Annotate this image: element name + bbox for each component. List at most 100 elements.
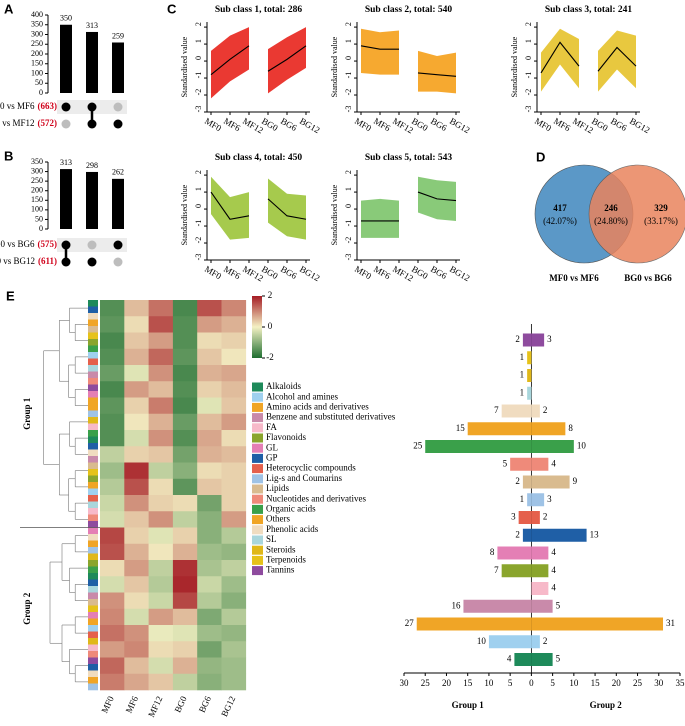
row-annotation	[88, 527, 98, 535]
heat-cell	[221, 365, 247, 382]
bar	[60, 169, 72, 229]
row-annotation	[88, 404, 98, 411]
color-scale-label: -2	[266, 352, 274, 362]
x-tick-label: 25	[421, 678, 431, 688]
heat-cell	[221, 478, 247, 496]
row-annotation	[88, 378, 98, 385]
row-annotation	[88, 514, 98, 522]
x-tick-label: BG0	[410, 264, 430, 281]
heat-cell	[197, 657, 222, 675]
bar	[112, 178, 124, 229]
row-annotation	[88, 612, 98, 619]
y-tick-label: 2	[194, 170, 203, 174]
row-annotation	[88, 677, 98, 684]
heat-cell	[172, 511, 198, 528]
heat-cell	[124, 413, 149, 431]
value-label: 2	[543, 512, 548, 522]
heat-cell	[148, 316, 174, 333]
heat-cell	[100, 446, 125, 463]
x-tick-label: BG12	[448, 116, 472, 135]
heat-cell	[172, 495, 198, 512]
x-tick-label: BG0	[260, 264, 280, 281]
row-annotation	[88, 508, 98, 515]
heat-cell	[124, 641, 149, 658]
heat-cell	[221, 316, 247, 333]
x-tick-label: 15	[463, 678, 473, 688]
heat-cell	[100, 543, 125, 561]
x-tick-label: MF6	[222, 116, 243, 134]
heat-cell	[124, 625, 149, 642]
group-label: Group 2	[590, 700, 623, 710]
y-tick-label: 300	[31, 29, 43, 38]
y-tick-label: 1	[524, 39, 533, 43]
value-label: 4	[507, 654, 512, 664]
bar	[531, 511, 540, 524]
heat-cell	[124, 300, 149, 317]
value-label: 3	[511, 512, 516, 522]
legend-label: Amino acids and derivatives	[266, 401, 369, 411]
heat-cell	[221, 413, 247, 431]
heat-cell	[197, 641, 222, 658]
heat-cell	[172, 625, 198, 642]
row-annotation	[88, 644, 98, 652]
heat-cell	[172, 608, 198, 626]
heat-cell	[221, 446, 247, 463]
row-annotation	[88, 332, 98, 340]
row-annotation	[88, 618, 98, 626]
y-tick-label: 350	[31, 20, 43, 29]
bar	[531, 564, 549, 578]
legend-swatch	[252, 566, 263, 576]
legend-label: FA	[266, 422, 277, 432]
heat-cell	[124, 576, 149, 593]
heat-cell	[172, 673, 198, 691]
y-tick-label: -1	[344, 220, 353, 227]
heat-cell	[124, 608, 149, 626]
row-annotation	[88, 456, 98, 463]
bar	[531, 528, 587, 542]
heat-cell	[197, 397, 222, 415]
heat-cell	[197, 560, 222, 577]
legend-swatch	[252, 484, 263, 494]
row-annotation	[88, 501, 98, 509]
value-label: 313	[86, 21, 98, 30]
y-tick-label: -2	[194, 89, 203, 96]
value-label: 7	[494, 405, 499, 415]
venn-count: 417	[553, 203, 567, 213]
value-label: 262	[112, 168, 124, 177]
row-annotation	[88, 436, 98, 444]
row-annotation	[88, 495, 98, 502]
heat-cell	[172, 576, 198, 593]
heat-cell	[221, 300, 247, 317]
bar	[531, 404, 540, 418]
y-tick-label: 0	[344, 204, 353, 208]
heat-cell	[221, 430, 247, 447]
y-axis-label: Standardised value	[330, 36, 339, 97]
row-annotation	[88, 449, 98, 457]
y-tick-label: 1	[194, 39, 203, 43]
column-label: BG12	[219, 694, 237, 718]
heat-cell	[172, 430, 198, 447]
x-tick-label: BG0	[260, 116, 280, 133]
heat-cell	[148, 543, 174, 561]
heat-cell	[100, 641, 125, 658]
x-tick-label: MF6	[372, 116, 393, 134]
heat-cell	[148, 608, 174, 626]
y-tick-label: -2	[344, 89, 353, 96]
y-tick-label: 300	[31, 166, 43, 175]
heat-cell	[100, 592, 125, 610]
bar	[86, 31, 98, 93]
legend-label: Steroids	[266, 544, 296, 554]
value-label: 13	[590, 529, 600, 539]
row-annotation	[88, 469, 98, 476]
heat-cell	[124, 365, 149, 382]
heat-cell	[221, 625, 247, 642]
bar	[531, 635, 540, 649]
row-annotation	[88, 300, 98, 307]
y-axis-label: Standardised value	[330, 184, 339, 245]
x-tick-label: 25	[633, 678, 643, 688]
heat-cell	[197, 413, 222, 431]
row-annotation	[88, 664, 98, 671]
row-annotation	[88, 475, 98, 483]
heat-cell	[221, 657, 247, 675]
profile-band	[211, 27, 249, 99]
